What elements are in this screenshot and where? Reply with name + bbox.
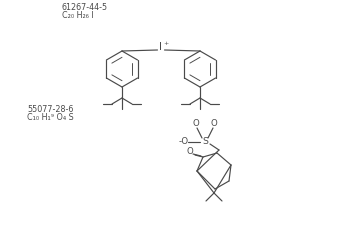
Text: C₁₀ H₁⁹ O₄ S: C₁₀ H₁⁹ O₄ S: [27, 113, 74, 122]
Text: 55077-28-6: 55077-28-6: [27, 105, 73, 114]
Text: I: I: [159, 42, 163, 52]
Text: O: O: [210, 118, 217, 128]
Text: -O: -O: [179, 137, 189, 146]
Text: S: S: [202, 137, 208, 146]
Text: O: O: [187, 146, 193, 155]
Text: O: O: [193, 118, 199, 128]
Text: 61267-44-5: 61267-44-5: [62, 3, 108, 12]
Text: C₂₀ H₂₆ I: C₂₀ H₂₆ I: [62, 11, 94, 20]
Text: +: +: [163, 41, 168, 46]
